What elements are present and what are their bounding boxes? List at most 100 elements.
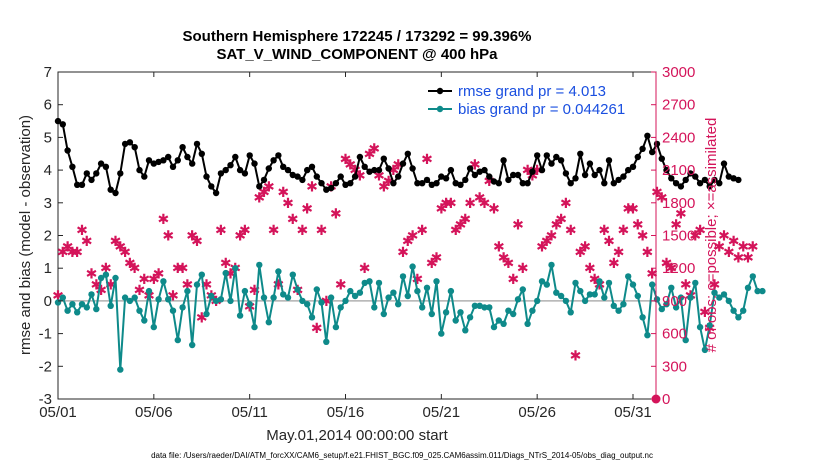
obs-assimilated-marker: ✱ (574, 245, 586, 261)
rmse-point (524, 180, 531, 187)
rmse-point (212, 189, 220, 197)
obs-assimilated-marker: ✱ (579, 239, 591, 255)
y-right-tick-label: 1500 (662, 228, 695, 245)
bias-point (136, 307, 143, 314)
obs-assimilated-marker: ✱ (57, 245, 69, 261)
obs-assimilated-marker: ✱ (330, 207, 342, 223)
y-tick-label: -2 (39, 358, 52, 375)
rmse-point (696, 180, 704, 187)
x-tick-label: 05/26 (518, 404, 556, 421)
rmse-point (433, 180, 440, 187)
bias-point (318, 299, 325, 306)
legend-rmse-marker (436, 87, 444, 95)
obs-assimilated-marker: ✱ (651, 185, 663, 201)
obs-assimilated-marker: ✱ (95, 283, 107, 299)
chart-title: Southern Hemisphere 172245 / 173292 = 99… (183, 28, 532, 45)
obs-assimilated-marker: ✱ (694, 223, 706, 239)
bias-point (591, 291, 598, 298)
rmse-point (447, 166, 455, 174)
rmse-point (275, 152, 282, 159)
rmse-point (351, 173, 359, 180)
y-axis-right-label: # of obs: o=possible; ×=assimilated (703, 118, 720, 353)
rmse-point (337, 173, 344, 180)
bias-point (78, 301, 86, 308)
obs-assimilated-marker: ✱ (119, 245, 131, 261)
rmse-point (519, 180, 526, 187)
rmse-point (54, 117, 62, 125)
obs-assimilated-marker: ✱ (354, 169, 366, 185)
bias-point (553, 289, 560, 296)
rmse-point (605, 157, 613, 164)
rmse-point (222, 166, 229, 174)
rmse-point (701, 176, 709, 184)
bias-point (59, 294, 66, 301)
chart-subtitle: SAT_V_WIND_COMPONENT @ 400 hPa (216, 46, 498, 63)
rmse-point (189, 160, 196, 167)
y-right-tick-label: 1200 (662, 260, 695, 277)
bias-point (126, 297, 134, 305)
obs-assimilated-marker: ✱ (297, 223, 309, 239)
bias-point (284, 294, 292, 301)
rmse-point (284, 166, 292, 174)
obs-assimilated-marker: ✱ (316, 223, 328, 239)
bias-point (395, 301, 402, 308)
obs-assimilated-marker: ✱ (661, 256, 673, 272)
obs-assimilated-marker: ✱ (522, 163, 534, 179)
rmse-point (500, 157, 507, 164)
bias-point (356, 289, 364, 296)
rmse-point (591, 171, 598, 179)
rmse-point (725, 173, 732, 180)
rmse-point (280, 163, 287, 170)
obs-assimilated-marker: ✱ (100, 261, 112, 277)
x-tick-label: 05/06 (135, 404, 173, 421)
obs-assimilated-marker: ✱ (201, 278, 213, 294)
y-tick-label: 3 (44, 195, 52, 212)
obs-assimilated-marker: ✱ (129, 261, 141, 277)
bias-point (428, 310, 435, 318)
obs-assimilated-marker: ✱ (435, 201, 447, 217)
bias-point (562, 297, 570, 305)
bias-point (179, 304, 186, 311)
obs-assimilated-marker: ✱ (268, 223, 280, 239)
rmse-point (572, 175, 579, 182)
bias-point (399, 273, 407, 280)
obs-assimilated-marker: ✱ (421, 152, 433, 168)
obs-assimilated-marker: ✱ (474, 190, 486, 206)
rmse-point (577, 150, 584, 157)
rmse-point (730, 175, 737, 182)
obs-assimilated-marker: ✱ (728, 234, 740, 250)
obs-assimilated-marker: ✱ (656, 190, 668, 206)
bias-point (658, 305, 665, 313)
bias-point (327, 294, 335, 301)
legend-bias-label: bias grand pr = 0.044261 (458, 101, 625, 118)
obs-assimilated-marker: ✱ (613, 245, 625, 261)
obs-assimilated-marker: ✱ (167, 288, 179, 304)
rmse-point (227, 162, 234, 169)
bias-point (519, 286, 526, 293)
rmse-point (323, 186, 330, 193)
obs-assimilated-marker: ✱ (378, 179, 390, 195)
obs-assimilated-marker: ✱ (608, 256, 620, 272)
bias-point (375, 279, 383, 287)
obs-assimilated-marker: ✱ (527, 169, 539, 185)
obs-assimilated-marker: ✱ (196, 310, 208, 326)
obs-assimilated-marker: ✱ (90, 278, 102, 294)
obs-assimilated-marker: ✱ (546, 229, 558, 245)
y-right-tick-label: 0 (662, 391, 670, 408)
obs-assimilated-marker: ✱ (709, 278, 721, 294)
bias-point (155, 296, 162, 303)
bias-point (83, 304, 91, 311)
x-tick-label: 05/21 (423, 404, 461, 421)
rmse-point (735, 176, 742, 184)
obs-assimilated-marker: ✱ (52, 288, 64, 304)
obs-assimilated-marker: ✱ (618, 223, 630, 239)
y-right-tick-label: 2400 (662, 129, 695, 146)
obs-assimilated-marker: ✱ (277, 185, 289, 201)
bias-point (740, 307, 747, 314)
obs-assimilated-marker: ✱ (742, 250, 754, 266)
obs-assimilated-marker: ✱ (383, 174, 395, 190)
rmse-point (97, 160, 105, 167)
obs-assimilated-marker: ✱ (71, 245, 83, 261)
rmse-point (150, 160, 157, 167)
rmse-point (294, 173, 301, 180)
